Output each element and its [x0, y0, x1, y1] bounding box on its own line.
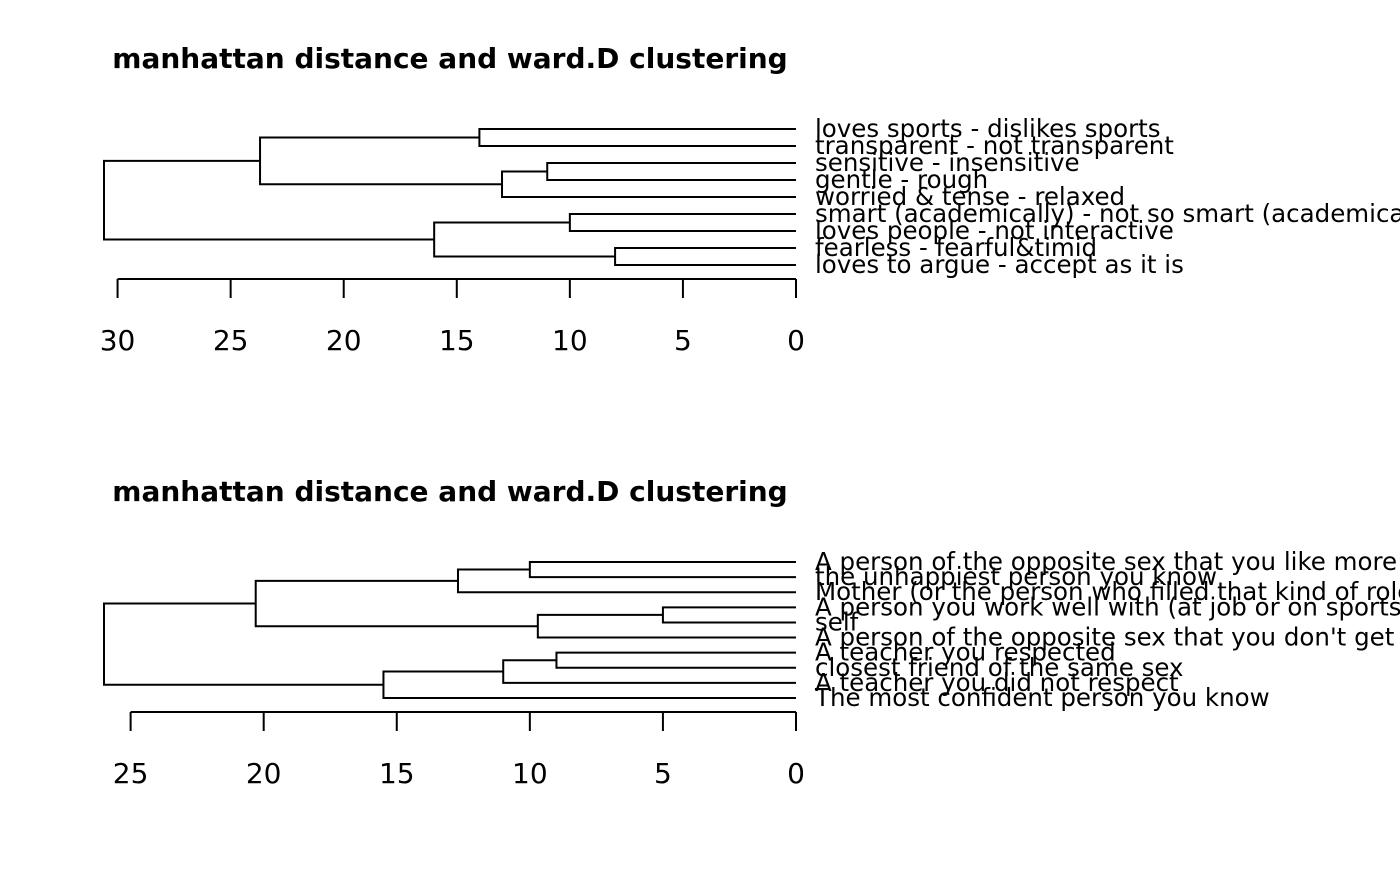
dendrogram-branch: [478, 128, 796, 147]
dendrogram-branch: [433, 221, 616, 258]
leaf-label: the unhappiest person you know: [815, 562, 1217, 591]
dendrogram-branch: [456, 568, 796, 594]
leaf-label: sensitive - insensitive: [815, 148, 1080, 177]
x-tick-label: 20: [246, 757, 282, 790]
leaf-label: fearless - fearful&timid: [815, 233, 1097, 262]
dendrogram-branch: [259, 136, 503, 186]
leaf-label: A person of the opposite sex that you do…: [815, 623, 1400, 652]
leaf-label: transparent - not transparent: [815, 131, 1174, 160]
leaf-label: A person of the opposite sex that you li…: [815, 547, 1400, 576]
x-tick-label: 10: [552, 324, 588, 357]
dendrogram-branch: [536, 613, 796, 639]
x-tick-label: 25: [213, 324, 249, 357]
leaf-label: self: [815, 607, 860, 636]
leaf-label: Mother (or the person who filled that ki…: [815, 577, 1400, 606]
x-tick-label: 20: [326, 324, 362, 357]
dendrogram-panel-1: loves sports - dislikes sportstransparen…: [100, 114, 1400, 357]
x-tick-label: 0: [787, 757, 805, 790]
x-tick-label: 30: [100, 324, 136, 357]
dendrogram-branch: [661, 606, 796, 624]
leaf-label: worried & tense - relaxed: [815, 182, 1125, 211]
dendrogram-branch: [254, 579, 538, 628]
dendrogram-branch: [528, 561, 796, 579]
leaf-label: loves sports - dislikes sports: [815, 114, 1161, 143]
dendrogram-branch: [501, 170, 796, 198]
dendrogram-branch: [382, 670, 796, 699]
leaf-label: A person you work well with (at job or o…: [815, 592, 1400, 621]
leaf-label: A teacher you respected: [815, 638, 1116, 667]
x-tick-label: 10: [512, 757, 548, 790]
dendrogram-branch: [555, 651, 796, 669]
dendrogram-branch: [614, 247, 796, 266]
x-tick-label: 0: [787, 324, 805, 357]
dendrogram-branch: [568, 213, 796, 232]
dendrogram-panel-2: A person of the opposite sex that you li…: [103, 547, 1400, 790]
dendrogram-branch: [103, 602, 384, 686]
chart-title-1: manhattan distance and ward.D clustering: [112, 42, 787, 75]
x-tick-label: 15: [379, 757, 415, 790]
dendrogram-branch: [502, 659, 796, 684]
x-tick-label: 15: [439, 324, 475, 357]
leaf-label: A teacher you did not respect: [815, 668, 1179, 697]
dendrogram-branch: [546, 162, 796, 181]
x-tick-label: 5: [674, 324, 692, 357]
leaf-label: closest friend of the same sex: [815, 653, 1184, 682]
leaf-label: gentle - rough: [815, 165, 988, 194]
x-tick-label: 25: [113, 757, 149, 790]
chart-title-2: manhattan distance and ward.D clustering: [112, 475, 787, 508]
dendrogram-branch: [103, 159, 435, 241]
leaf-label: The most confident person you know: [814, 683, 1270, 712]
leaf-label: smart (academically) - not so smart (aca…: [815, 199, 1400, 228]
leaf-label: loves to argue - accept as it is: [815, 250, 1184, 279]
leaf-label: loves people - not interactive: [815, 216, 1174, 245]
x-tick-label: 5: [654, 757, 672, 790]
